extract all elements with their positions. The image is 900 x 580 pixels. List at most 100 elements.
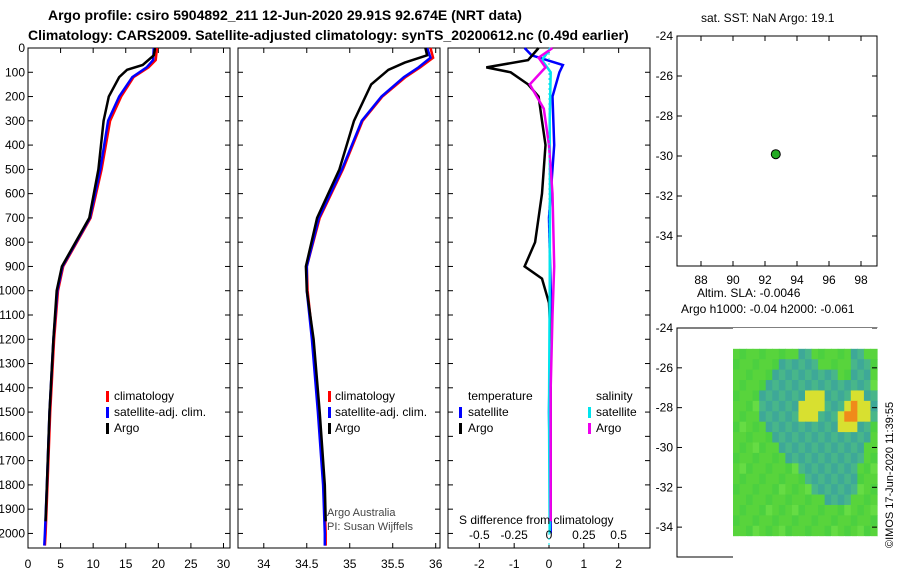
temp-ytick-label: 800: [5, 235, 25, 249]
sla-cell: [739, 411, 747, 423]
sla-cell: [746, 452, 754, 464]
temp-legend-clim-label: climatology: [114, 389, 174, 403]
sla-cell: [824, 463, 832, 475]
temp-ytick-label: 200: [5, 90, 25, 104]
sla-cell: [844, 536, 852, 548]
sla-cell: [818, 536, 826, 548]
sla-cell: [746, 421, 754, 433]
sla-cell: [863, 504, 872, 516]
sla-cell: [752, 400, 760, 412]
sla-cell: [857, 369, 865, 381]
sla-cell: [805, 473, 813, 485]
sla-cell: [733, 390, 741, 402]
sla-cell: [805, 380, 813, 392]
sla-cell: [831, 400, 839, 412]
sla-cell: [739, 421, 747, 433]
sal-legend-clim-swatch: [328, 391, 331, 402]
temp-ytick-label: 1300: [0, 357, 25, 371]
sla-cell: [857, 452, 865, 464]
sla-cell: [831, 338, 839, 350]
sla-cell: [850, 380, 858, 392]
sla-cell: [778, 348, 786, 360]
sla-cell: [831, 432, 839, 444]
sla-cell: [765, 421, 773, 433]
sla-cell: [778, 338, 786, 350]
sla-cell: [863, 328, 872, 340]
sla-cell: [752, 473, 760, 485]
sla-cell: [824, 525, 832, 537]
sla-cell: [870, 380, 878, 392]
sla-cell: [772, 525, 780, 537]
sla-cell: [857, 348, 865, 360]
sla-cell: [811, 463, 819, 475]
salinity-annotation-line-1: Argo Australia: [327, 507, 396, 519]
sla-cell: [739, 525, 747, 537]
sla-ytick-label: -26: [656, 361, 674, 375]
diff-xtick-label: -1: [509, 557, 520, 571]
sla-cell: [863, 369, 872, 381]
sla-cell: [759, 359, 767, 371]
sla-cell: [798, 515, 806, 527]
temp-ytick-label: 700: [5, 211, 25, 225]
temp-legend-sat-swatch: [106, 407, 109, 418]
sla-cell: [805, 525, 813, 537]
sla-cell: [733, 463, 741, 475]
sla-cell: [870, 473, 878, 485]
sla-cell: [863, 400, 872, 412]
sla-cell: [785, 525, 793, 537]
sla-cell: [752, 380, 760, 392]
diff-legend-temp-argo-label: Argo: [468, 421, 494, 435]
sla-cell: [870, 411, 878, 423]
sla-cell: [785, 390, 793, 402]
sla-cell: [857, 421, 865, 433]
sla-cell: [772, 546, 780, 558]
sla-cell: [850, 536, 858, 548]
sla-cell: [746, 432, 754, 444]
sla-cell: [870, 390, 878, 402]
sla-cell: [805, 463, 813, 475]
sla-cell: [818, 546, 826, 558]
sla-cell: [805, 421, 813, 433]
sla-cell: [739, 432, 747, 444]
diff-x2tick-label: -0.25: [500, 528, 528, 542]
sla-cell: [844, 525, 852, 537]
sla-cell: [759, 536, 767, 548]
sla-cell: [831, 380, 839, 392]
sla-cell: [765, 463, 773, 475]
sla-cell: [746, 348, 754, 360]
sla-cell: [818, 452, 826, 464]
sla-cell: [798, 432, 806, 444]
sla-cell: [772, 515, 780, 527]
sla-cell: [798, 380, 806, 392]
sla-cell: [811, 400, 819, 412]
sla-cell: [837, 525, 845, 537]
temp-legend-clim-swatch: [106, 391, 109, 402]
temp-ytick-label: 600: [5, 187, 25, 201]
sla-cell: [752, 484, 760, 496]
sla-cell: [778, 390, 786, 402]
sal-xtick-label: 34.5: [295, 557, 319, 571]
sla-cell: [857, 525, 865, 537]
sla-cell: [831, 536, 839, 548]
sla-cell: [837, 452, 845, 464]
sla-cell: [778, 359, 786, 371]
sla-cell: [831, 328, 839, 340]
sla-cell: [752, 494, 760, 506]
sla-cell: [765, 536, 773, 548]
sla-cell: [791, 463, 800, 475]
sla-cell: [785, 421, 793, 433]
diff-series-1: [486, 47, 552, 522]
sal-xtick-label: 35: [343, 557, 357, 571]
diff-legend-sal-sat-swatch: [588, 407, 591, 418]
sla-cell: [837, 473, 845, 485]
sla-cell: [811, 504, 819, 516]
sal-series-2: [304, 47, 429, 522]
sla-cell: [870, 546, 878, 558]
sla-cell: [850, 494, 858, 506]
sla-cell: [863, 536, 872, 548]
sla-cell: [785, 348, 793, 360]
sla-cell: [824, 348, 832, 360]
sla-cell: [746, 359, 754, 371]
sla-cell: [785, 536, 793, 548]
